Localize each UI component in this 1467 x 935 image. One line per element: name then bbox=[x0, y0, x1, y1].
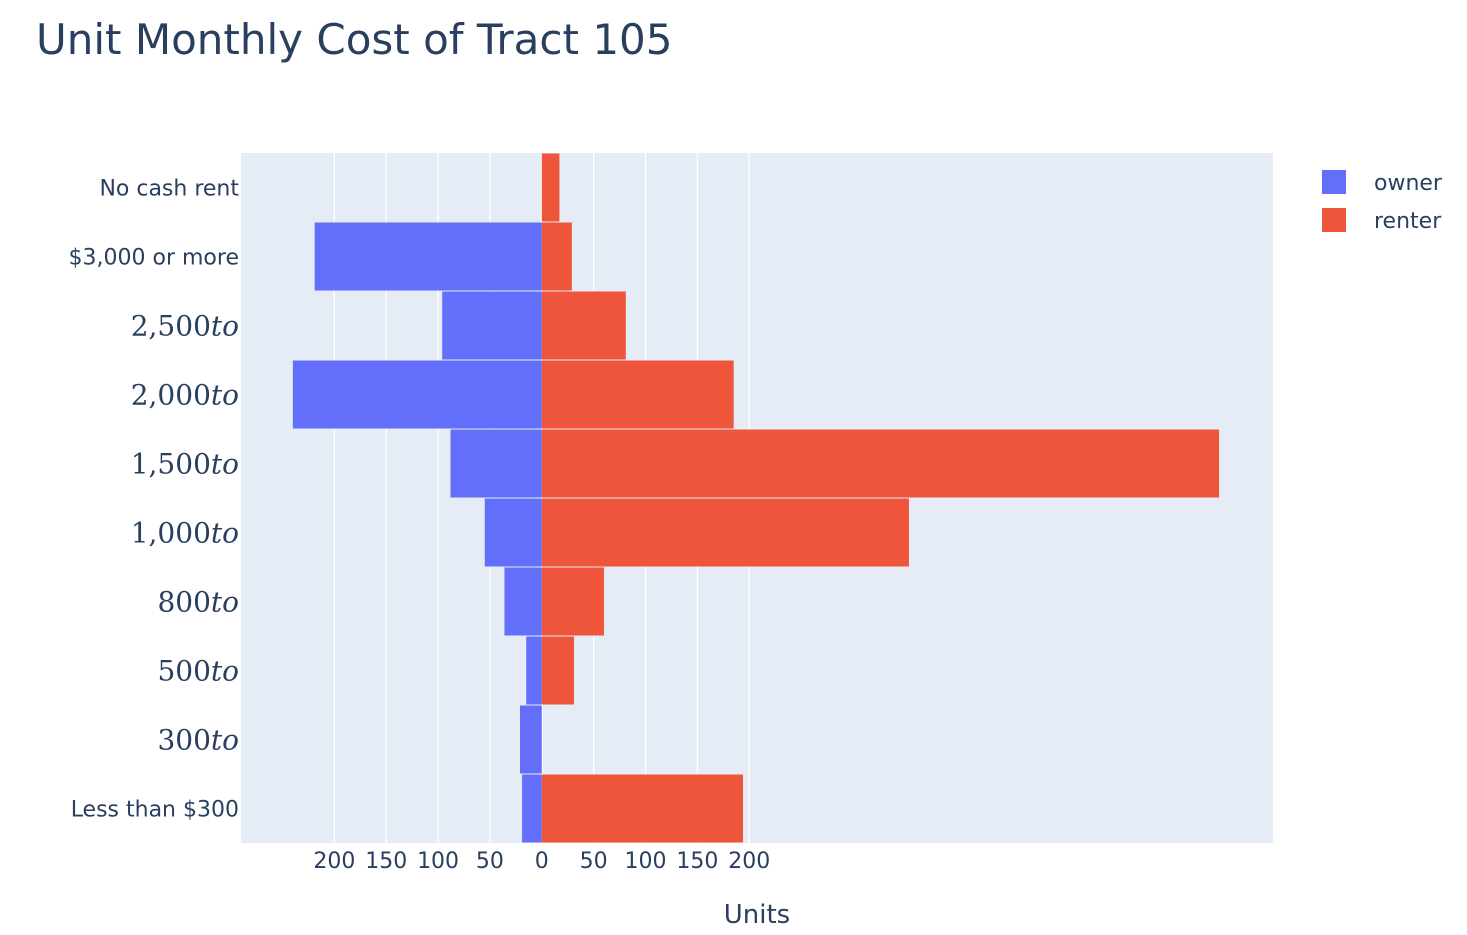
bar-renter bbox=[541, 291, 626, 360]
bar-owner bbox=[450, 429, 542, 498]
bar-owner bbox=[292, 360, 542, 429]
chart-title: Unit Monthly Cost of Tract 105 bbox=[36, 15, 672, 64]
legend-swatch-owner bbox=[1322, 170, 1346, 194]
bar-renter bbox=[541, 153, 560, 222]
legend-swatch-renter bbox=[1322, 208, 1346, 232]
y-tick-label: 500to bbox=[157, 655, 239, 688]
y-axis-ticks: Less than $300 300to 500to 800to 1,000to 1,50… bbox=[69, 177, 240, 823]
bar-renter bbox=[541, 360, 734, 429]
bar-renter bbox=[541, 774, 743, 843]
y-tick-label: No cash rent bbox=[99, 177, 239, 202]
x-tick-label: 150 bbox=[365, 849, 407, 874]
x-axis-title: Units bbox=[724, 900, 790, 930]
bar-owner bbox=[520, 705, 542, 774]
bar-owner bbox=[526, 636, 542, 705]
bar-renter bbox=[541, 498, 909, 567]
x-tick-label: 100 bbox=[625, 849, 667, 874]
legend-label-owner: owner bbox=[1374, 171, 1443, 196]
x-tick-label: 0 bbox=[535, 849, 549, 874]
bar-owner bbox=[522, 774, 542, 843]
y-tick-label: 800to bbox=[157, 586, 239, 619]
bars bbox=[292, 153, 1220, 843]
legend-label-renter: renter bbox=[1374, 209, 1442, 234]
x-axis-ticks: 200 150 100 50 0 50 100 150 200 bbox=[313, 849, 770, 874]
y-tick-label: 300to bbox=[157, 724, 239, 757]
x-tick-label: 200 bbox=[313, 849, 355, 874]
y-tick-label: Less than $300 bbox=[71, 798, 239, 823]
bar-renter bbox=[541, 429, 1220, 498]
legend: owner renter bbox=[1322, 170, 1443, 234]
x-tick-label: 200 bbox=[728, 849, 770, 874]
y-tick-label: $3,000 or more bbox=[69, 246, 239, 271]
y-tick-label: 2,500to bbox=[131, 310, 239, 343]
y-tick-label: 2,000to bbox=[131, 379, 239, 412]
bar-renter bbox=[541, 636, 574, 705]
bar-renter bbox=[541, 567, 605, 636]
y-tick-label: 1,500to bbox=[131, 448, 239, 481]
bar-owner bbox=[504, 567, 542, 636]
x-tick-label: 50 bbox=[580, 849, 608, 874]
bar-owner bbox=[484, 498, 542, 567]
bar-owner bbox=[442, 291, 542, 360]
x-tick-label: 150 bbox=[676, 849, 718, 874]
y-tick-label: 1,000to bbox=[131, 517, 239, 550]
bar-renter bbox=[541, 222, 572, 291]
bar-owner bbox=[314, 222, 542, 291]
x-tick-label: 100 bbox=[417, 849, 459, 874]
x-tick-label: 50 bbox=[476, 849, 504, 874]
